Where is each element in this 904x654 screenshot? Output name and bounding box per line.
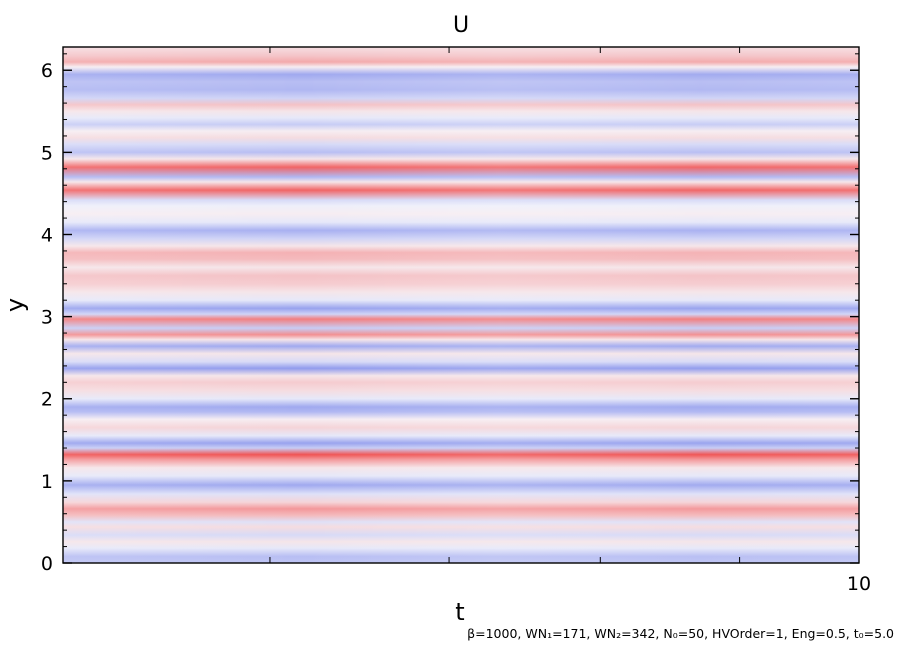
y-tick-label: 4 bbox=[41, 224, 53, 246]
x-axis-label: t bbox=[455, 598, 464, 626]
parameter-footnote: β=1000, WN₁=171, WN₂=342, N₀=50, HVOrder… bbox=[467, 626, 894, 641]
y-tick-label: 6 bbox=[41, 60, 53, 82]
y-tick-label: 5 bbox=[41, 142, 53, 164]
y-axis: 0 1 2 3 4 5 6 bbox=[41, 53, 859, 575]
plot-frame bbox=[62, 46, 860, 564]
y-tick-label: 3 bbox=[41, 307, 53, 329]
heatmap-shading bbox=[63, 47, 859, 563]
y-tick-label: 2 bbox=[41, 389, 53, 411]
y-tick-label: 0 bbox=[41, 553, 53, 575]
x-axis bbox=[269, 47, 741, 563]
y-tick-label: 1 bbox=[41, 471, 53, 493]
chart-title: U bbox=[453, 13, 469, 38]
plot-area bbox=[63, 47, 859, 563]
y-axis-label: y bbox=[1, 298, 29, 312]
x-tick-label: 10 bbox=[847, 573, 871, 595]
